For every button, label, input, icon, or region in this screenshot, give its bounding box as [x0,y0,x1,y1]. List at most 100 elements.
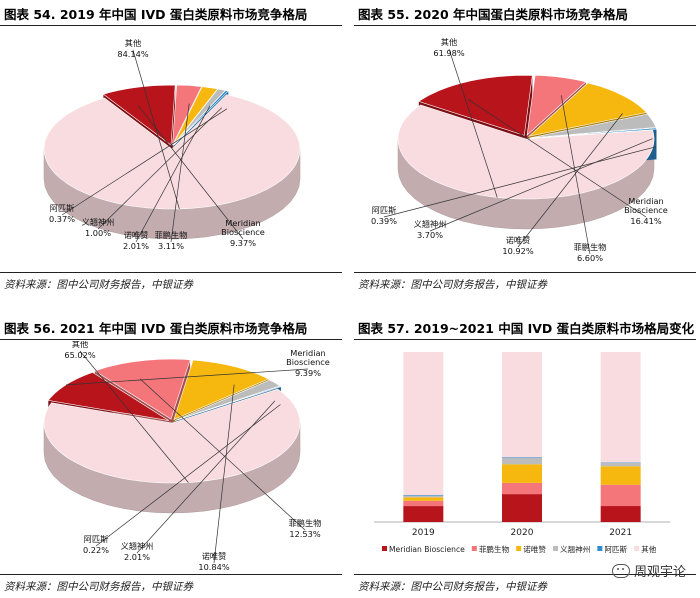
leader-line-apisi [95,404,281,547]
bar-segment-nuoweizan-2020 [502,464,542,483]
legend-label-apisi: 阿匹斯 [604,544,627,554]
legend-label-other: 其他 [641,544,657,554]
slice-label-other: 65.02% [64,350,95,360]
slice-label-meridian: 9.37% [230,238,256,248]
leader-line-meridian [65,368,309,386]
pie-slice-apisi [529,127,657,139]
slice-name-nuoweizan: 诺唯赞 [202,551,227,561]
pie-slice-feipeng [172,84,202,146]
source-rule [0,574,342,575]
slice-label-other: 61.98% [433,48,464,58]
slice-label-yixu: 1.00% [85,228,111,238]
slice-label-apisi: 0.22% [83,545,109,555]
watermark: 周观宇论 [611,561,686,580]
slice-label-feipeng: 6.60% [577,253,603,263]
slice-label-meridian: 9.39% [295,368,321,378]
legend-label-feipeng: 菲鹏生物 [479,544,510,554]
pie-slice-nuoweizan [527,82,648,137]
slice-label-nuoweizan: 2.01% [123,241,149,251]
slice-name-other: 其他 [125,38,141,48]
bar-segment-nuoweizan-2021 [600,466,641,485]
leader-line-other [79,350,189,483]
leader-line-meridian [137,104,244,240]
leader-line-other [448,48,498,198]
bar-segment-apisi-2020 [502,457,542,459]
bar-segment-feipeng-2021 [600,484,641,507]
slice-name-yixu: 义翘神州 [414,219,447,229]
leader-line-feipeng [560,95,591,255]
pie-slice-yixu [173,88,227,146]
legend-swatch-nuoweizan [516,546,522,551]
source-note: 资料来源：图中公司财务报告，中银证券 [358,581,547,593]
slice-name-apisi: 阿匹斯 [372,205,397,215]
wechat-icon [611,563,630,578]
bar-segment-feipeng-2020 [502,482,542,495]
bar-segment-apisi-2019 [403,495,444,496]
pie-slice-feipeng [526,74,587,136]
chart-title: 图表 54. 2019 年中国 IVD 蛋白类原料市场竞争格局 [4,7,308,22]
slice-label-feipeng: 3.11% [158,241,184,251]
slice-name-feipeng: 菲鹏生物 [155,230,188,240]
slice-label-nuoweizan: 10.84% [198,562,229,572]
title-rule [0,339,342,340]
stacked-bar-chart: 2019 2020 2021 Meridian Bioscience 菲鹏生物 诺唯赞 义翘… [374,351,670,554]
leader-line-nuoweizan [213,384,235,564]
slice-label-apisi: 0.39% [371,216,397,226]
pie-slice-yixu [174,379,281,421]
source-rule [0,272,342,273]
leader-line-yixu [429,138,653,232]
legend-swatch-meridian [382,546,387,551]
bar-segment-feipeng-2019 [403,500,444,507]
legend-label-yixu: 义翘神州 [560,544,590,554]
bar-segment-yixu-2019 [403,495,444,498]
slice-label-yixu: 2.01% [124,552,150,562]
bar-segment-meridian-2021 [600,506,641,522]
slice-name-yixu: 义翘神州 [82,217,115,227]
leader-line-nuoweizan [135,105,211,243]
slice-label-feipeng: 12.53% [289,529,320,539]
leader-line-other [132,49,180,209]
chart-panel-2021-pie: 图表 56. 2021 年中国 IVD 蛋白类原料市场竞争格局 其他 65.02%… [0,304,342,598]
slice-name-feipeng: 菲鹏生物 [289,518,322,528]
chart-panel-stacked-bar: 图表 57. 2019~2021 中国 IVD 蛋白类原料市场格局变化 2019… [354,304,696,598]
pie-slice-feipeng [94,358,191,420]
chart-panel-2019-pie: 图表 54. 2019 年中国 IVD 蛋白类原料市场竞争格局 其他 84.14%… [0,0,342,294]
slice-label-apisi: 0.37% [49,214,75,224]
slice-label-yixu: 3.70% [417,230,443,240]
leader-line-nuoweizan [517,113,623,248]
leader-line-meridian [468,99,647,218]
slice-label-nuoweizan: 10.92% [502,246,533,256]
slice-name-meridian: Meridian Bioscience [624,196,668,215]
pie-slice-meridian [418,75,533,136]
bar-segment-nuoweizan-2019 [403,497,444,501]
legend-swatch-other [634,546,640,551]
pie-slice-apisi [173,90,229,146]
chart-panel-2020-pie: 图表 55. 2020 年中国蛋白类原料市场竞争格局 其他 61.98% Merid… [354,0,696,294]
bar-segment-meridian-2020 [502,494,542,522]
chart-title: 图表 57. 2019~2021 中国 IVD 蛋白类原料市场格局变化 [358,321,695,336]
pie-slice-nuoweizan [172,86,219,146]
x-tick-label: 2019 [412,528,435,538]
pie-slice-nuoweizan [173,359,270,421]
slice-name-other: 其他 [72,341,88,349]
source-rule [354,272,696,273]
slice-name-yixu: 义翘神州 [121,541,154,551]
legend-swatch-apisi [597,546,603,551]
title-rule [0,25,342,26]
slice-name-nuoweizan: 诺唯赞 [124,230,149,240]
pie-slice-yixu [529,113,657,139]
x-tick-label: 2020 [511,528,534,538]
legend-label-nuoweizan: 诺唯赞 [523,544,546,554]
pie-slice-apisi [175,385,282,421]
watermark-text: 周观宇论 [633,565,686,580]
bar-segment-meridian-2019 [403,506,444,522]
source-note: 资料来源：图中公司财务报告，中银证券 [4,581,193,593]
source-note: 资料来源：图中公司财务报告，中银证券 [4,279,193,291]
slice-name-meridian: Meridian Bioscience [221,218,265,237]
legend-label-meridian: Meridian Bioscience [389,545,465,554]
bar-segment-other-2020 [502,352,542,458]
pie-slice-other [43,388,301,484]
title-rule [354,339,696,340]
legend-swatch-feipeng [471,546,477,551]
